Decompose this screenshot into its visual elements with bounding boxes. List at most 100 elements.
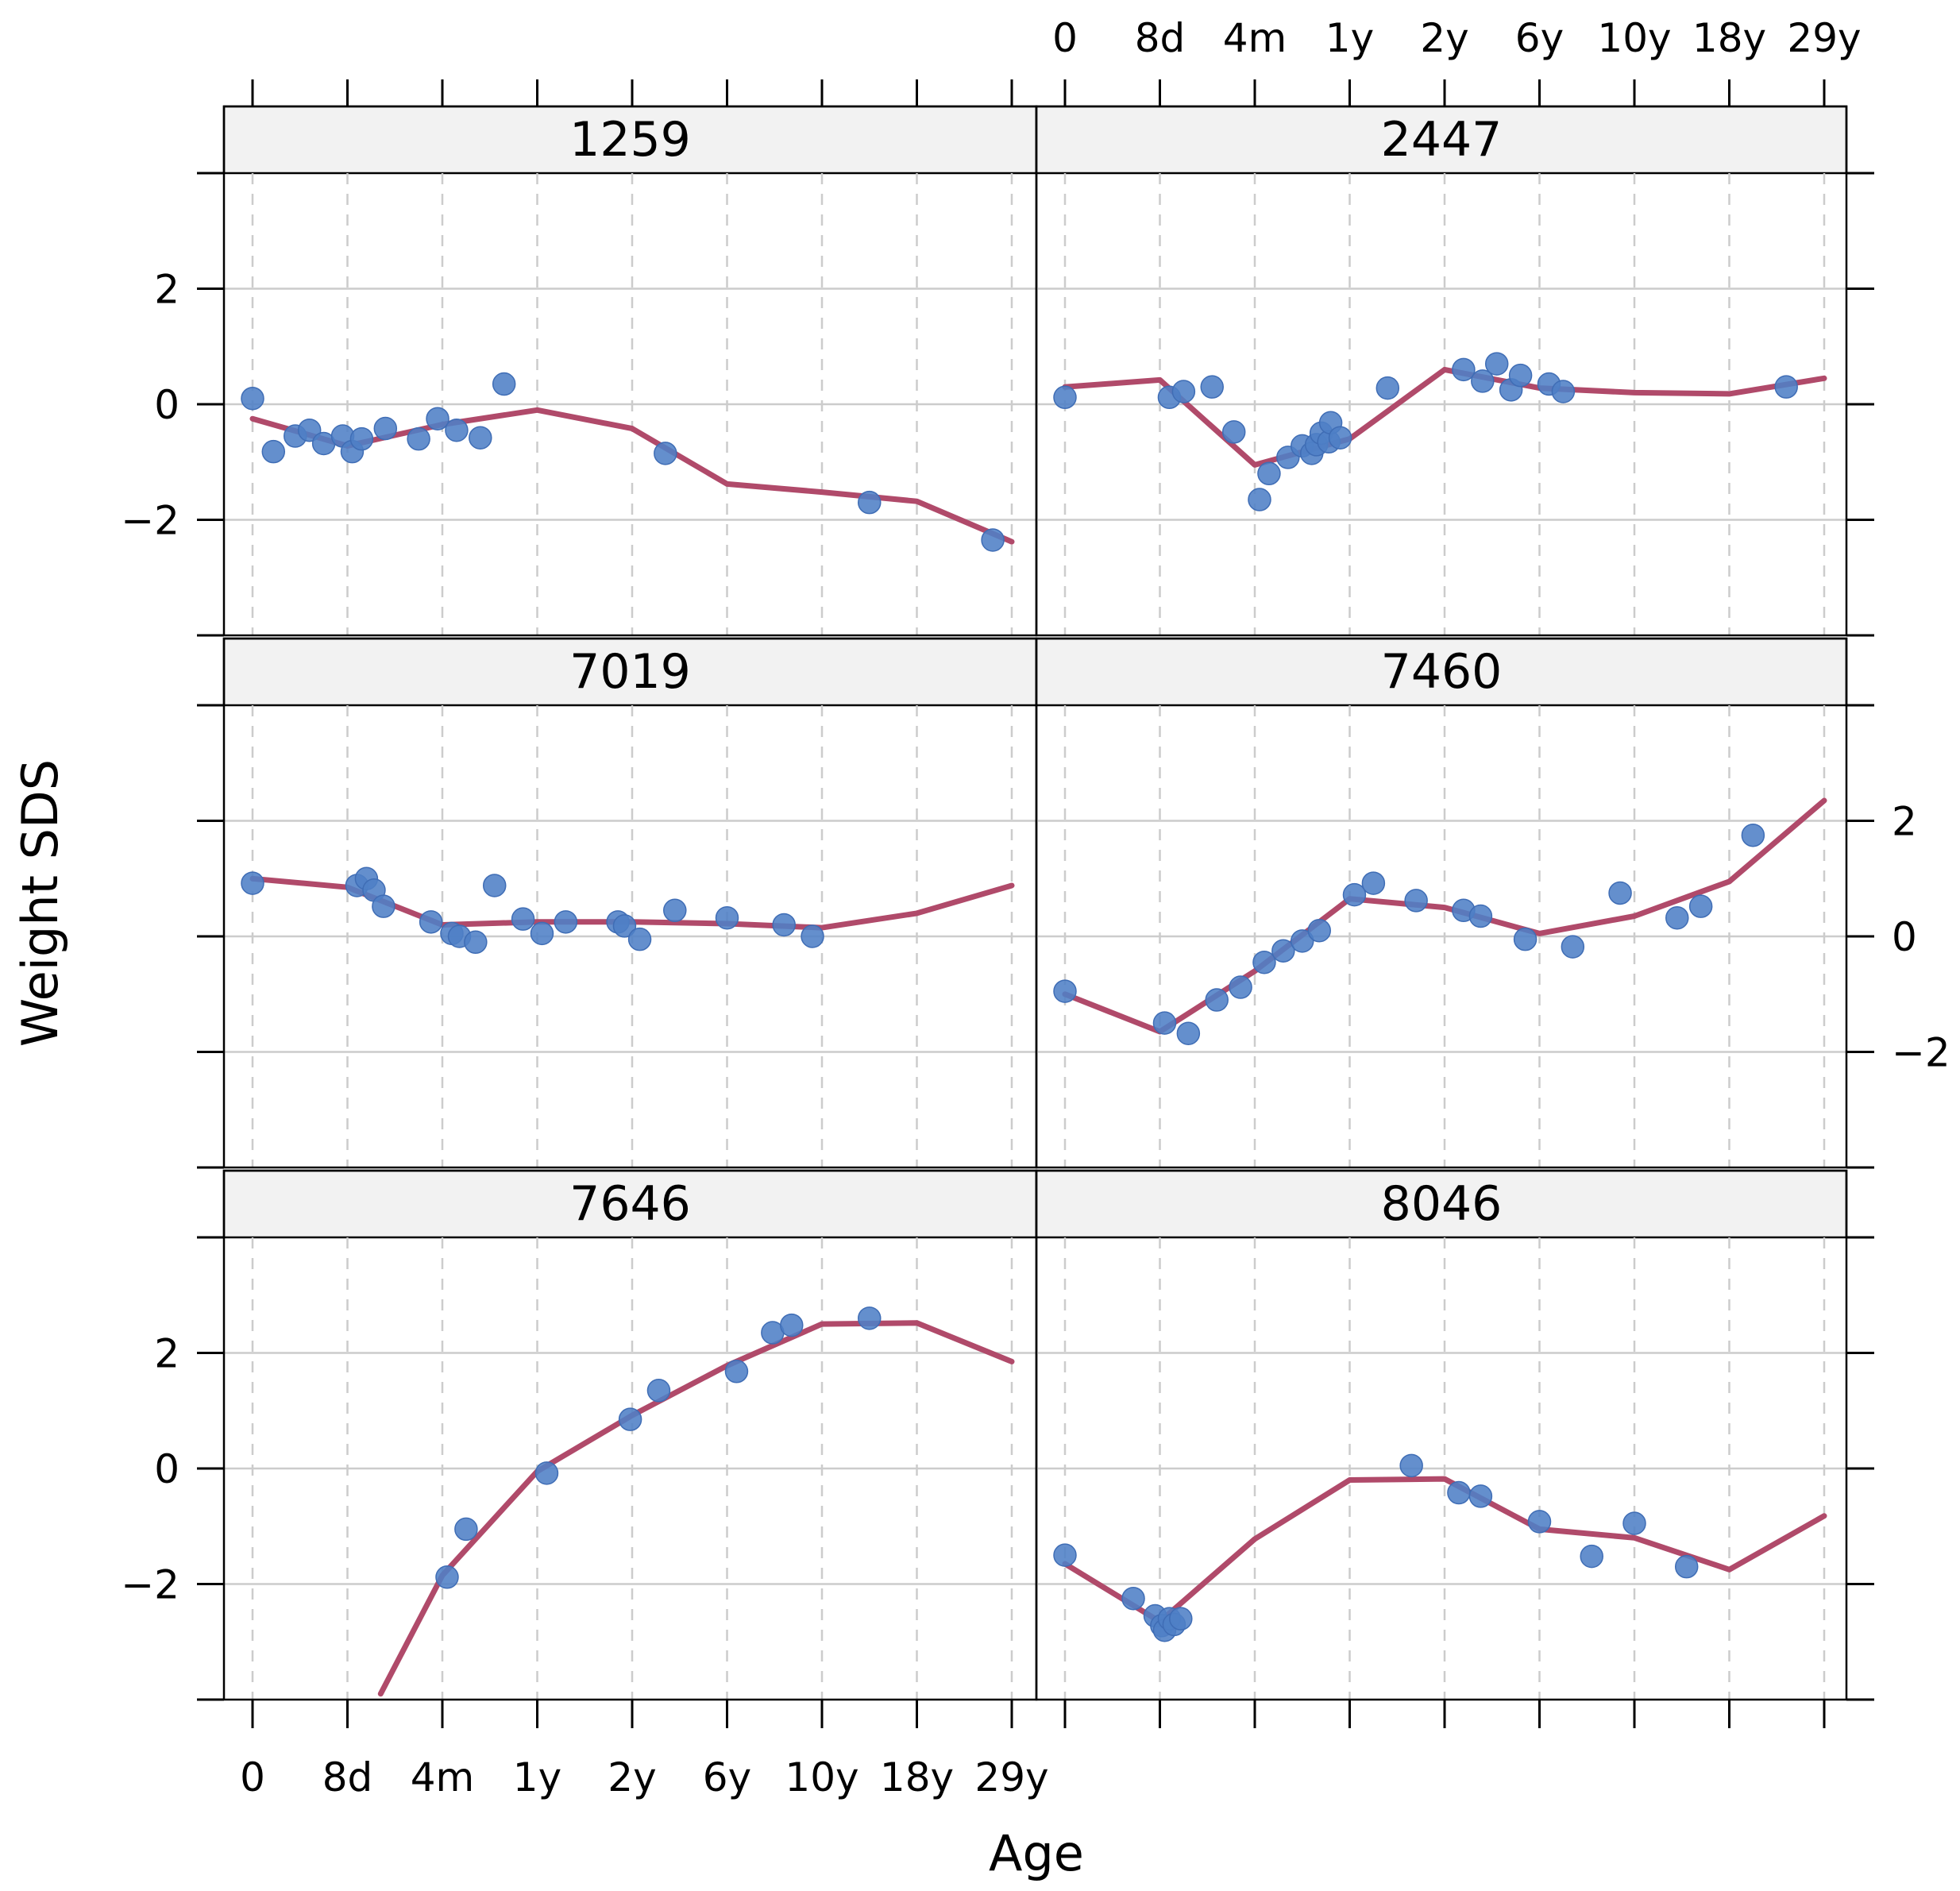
data-point [1688,894,1713,918]
panel-frame [1035,1169,1848,1701]
data-point [981,528,1005,552]
bottom-x-tick-label: 10y [785,1754,858,1800]
data-point [372,894,395,918]
fitted-line [249,407,1015,545]
panel-strip-label: 7460 [1381,644,1503,700]
data-point [1205,988,1229,1012]
data-point [1152,1011,1177,1035]
data-point [373,416,398,441]
data-point [715,905,739,930]
data-point [1328,426,1352,450]
fitted-line [1062,1476,1827,1625]
data-point [1171,380,1196,403]
top-x-tick-label: 6y [1515,15,1564,61]
bottom-x-tick-label: 2y [608,1754,656,1800]
bottom-x-tick-label: 18y [880,1754,954,1800]
left-y-tick-label: 0 [154,382,179,428]
data-point [1221,420,1246,444]
top-x-tick-label: 4m [1223,15,1287,61]
data-point [801,924,824,948]
data-point [858,1306,882,1330]
panel-7646: 7646 [222,1169,1038,1701]
right-y-tick-label: 2 [1892,799,1917,845]
panel-strip [1035,637,1848,707]
right-y-tick-label: 0 [1892,914,1917,960]
panel-strip [222,105,1038,175]
data-point [426,407,449,430]
data-point [1361,871,1386,895]
data-point [1257,461,1281,486]
top-x-tick-label: 10y [1597,15,1671,61]
data-point [261,439,286,464]
panel-data-layer [241,372,1015,552]
data-point [482,874,507,897]
data-point [241,386,264,411]
data-point [530,921,554,946]
panel-strip-label: 7646 [569,1176,691,1232]
fitted-line [377,1320,1015,1697]
left-y-tick-label: 2 [154,1331,179,1377]
data-point [1404,889,1428,913]
data-point [780,1313,804,1337]
panel-strip [1035,105,1848,175]
panel-7019: 7019 [222,637,1038,1169]
data-point [445,418,469,442]
y-axis-title: Weight SDS [11,759,69,1047]
data-point [1774,375,1798,399]
top-x-tick-label: 2y [1420,15,1468,61]
data-point [511,907,535,931]
data-point [1551,380,1576,403]
panel-8046: 8046 [1035,1169,1848,1701]
data-point [1121,1586,1145,1611]
data-point [1580,1544,1603,1569]
data-point [663,898,687,923]
data-point [772,913,796,937]
left-y-tick-label: −2 [121,498,179,544]
data-point [654,442,677,465]
data-point [1176,1021,1201,1045]
data-point [858,490,882,515]
data-point [627,927,652,951]
x-axis-title: Age [989,1824,1084,1882]
panel-data-layer [1053,797,1827,1045]
data-point [1513,927,1538,951]
data-point [1741,823,1765,847]
left-y-tick-label: −2 [121,1562,179,1608]
data-point [618,1407,642,1431]
data-point [1622,1511,1646,1535]
panel-strip [222,1169,1038,1239]
bottom-x-tick-label: 8d [322,1754,373,1800]
data-point [1447,1480,1471,1505]
data-point [349,426,374,451]
data-point [534,1461,559,1485]
panel-1259: 1259 [222,105,1038,637]
data-point [1508,363,1533,388]
bottom-x-tick-label: 4m [411,1754,475,1800]
data-point [1484,352,1509,376]
data-point [554,910,578,934]
axes-group: 0 8d 4m 1y 2y 6y 10y 18y 29y 0 8d 4m 1y 2y 6y 10y 18y 29y… [11,15,1950,1882]
top-x-tick-label: 18y [1692,15,1766,61]
panel-strip-label: 2447 [1381,112,1503,168]
bottom-x-tick-label: 29y [974,1754,1048,1800]
data-point [1399,1453,1423,1478]
panel-2447: 2447 [1035,105,1848,637]
data-point [1527,1510,1552,1534]
panel-data-layer [241,866,1015,955]
data-point [469,426,492,450]
data-point [1561,935,1585,959]
data-point [492,372,516,396]
top-x-tick-label: 8d [1135,15,1186,61]
bottom-x-tick-label: 6y [703,1754,751,1800]
data-point [1291,929,1314,953]
panel-frame [222,105,1038,637]
data-point [1674,1554,1699,1579]
panel-7460: 7460 [1035,637,1848,1169]
fitted-line [1062,797,1827,1035]
fitted-line [1062,366,1827,468]
data-point [1608,881,1632,905]
data-point [612,914,637,938]
data-point [454,1517,478,1542]
